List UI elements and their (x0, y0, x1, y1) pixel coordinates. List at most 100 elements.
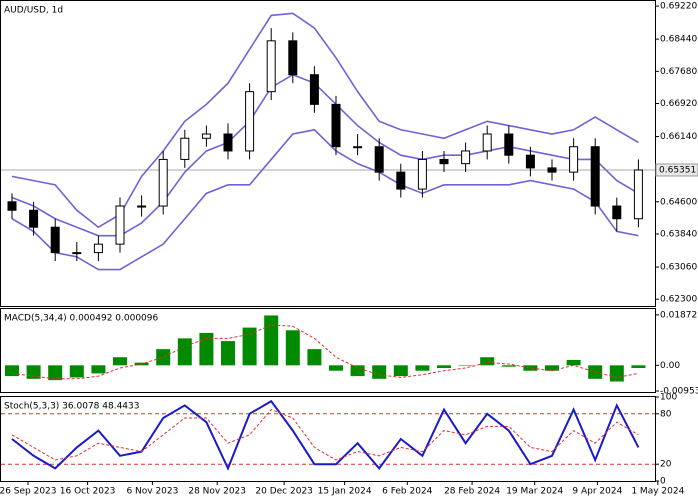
y-tick-label: 0.00 (660, 361, 680, 371)
candle-body (331, 103, 341, 148)
candle-body (288, 40, 298, 76)
macd-bar (329, 365, 343, 371)
band-line (11, 73, 639, 237)
macd-bar (5, 365, 19, 377)
candle-body (482, 133, 492, 152)
y-tick-label: 0.69220 (660, 2, 697, 12)
y-tick-label: 0 (660, 477, 666, 487)
candle-body (7, 201, 17, 211)
x-tick-label: 28 Feb 2024 (444, 487, 500, 497)
macd-bar (221, 341, 235, 366)
macd-bar (69, 365, 84, 378)
y-tick-label: 100 (660, 393, 677, 403)
candle-body (525, 154, 535, 169)
macd-bar (566, 359, 581, 366)
candle-body (72, 252, 82, 255)
candle-body (439, 158, 449, 165)
candle-body (353, 146, 363, 149)
band-line (11, 12, 639, 229)
macd-bar (350, 365, 365, 377)
candle-body (309, 74, 319, 105)
x-tick-label: 15 Jan 2024 (318, 487, 372, 497)
stoch-panel (0, 396, 656, 482)
band-line (11, 128, 639, 271)
y-tick-label: -0.009534 (660, 387, 698, 397)
candle-body (158, 158, 168, 207)
candle-body (93, 243, 103, 254)
macd-bar (264, 315, 279, 366)
macd-panel (0, 308, 656, 393)
x-tick-label: 20 Dec 2023 (255, 487, 313, 497)
macd-bar (545, 365, 559, 371)
macd-bar (199, 332, 214, 366)
macd-bar (91, 365, 106, 374)
macd-bar (480, 357, 495, 366)
macd-bar (609, 365, 624, 382)
y-tick-label: 0.64600 (660, 197, 697, 207)
candle-body (504, 133, 514, 156)
macd-bar (177, 338, 192, 366)
macd-bar (393, 365, 408, 377)
y-tick-label: 0.018725 (660, 310, 698, 320)
x-tick-label: 28 Nov 2023 (188, 487, 246, 497)
macd-bar (285, 330, 300, 366)
candle-body (201, 133, 211, 139)
y-tick-label: 0.63840 (660, 229, 697, 239)
y-tick-label: 0.63060 (660, 263, 697, 273)
indicator-line (11, 409, 639, 461)
y-tick-label: 0.66920 (660, 99, 697, 109)
macd-bar (458, 365, 473, 366)
candle-body (115, 205, 125, 245)
candle-body (137, 205, 147, 208)
last-price-label: 0.65351 (659, 165, 696, 175)
candle-body (569, 146, 579, 173)
x-tick-label: 26 Sep 2023 (0, 487, 57, 497)
candle-body (29, 209, 39, 228)
panel-title: AUD/USD, 1d (4, 6, 63, 16)
x-tick-label: 6 Feb 2024 (382, 487, 433, 497)
price-panel (0, 0, 656, 307)
macd-bar (523, 365, 538, 371)
macd-bar (372, 365, 387, 379)
indicator-line (11, 324, 639, 380)
y-tick-label: 0.68440 (660, 35, 697, 45)
x-tick-label: 19 Mar 2024 (506, 487, 563, 497)
y-tick-label: 80 (660, 409, 672, 419)
y-tick-label: 20 (660, 460, 672, 470)
candle-body (180, 137, 190, 160)
macd-bar (26, 365, 41, 379)
macd-bar (307, 349, 322, 366)
macd-bar (242, 327, 257, 366)
macd-bar (501, 365, 516, 367)
candle-body (266, 40, 276, 93)
y-tick-label: 0.66140 (660, 132, 697, 142)
macd-bar (415, 365, 430, 371)
candle-body (461, 150, 471, 165)
candle-body (547, 167, 557, 173)
candle-body (612, 205, 622, 220)
macd-bar (156, 349, 171, 366)
macd-bar (113, 357, 127, 366)
x-tick-label: 1 May 2024 (631, 487, 684, 497)
candle-body (374, 146, 384, 173)
x-tick-label: 6 Nov 2023 (126, 487, 178, 497)
indicator-line (11, 399, 640, 471)
y-tick-label: 0.67680 (660, 67, 697, 77)
x-tick-label: 16 Oct 2023 (60, 487, 116, 497)
candle-body (417, 158, 427, 190)
candle-body (245, 91, 255, 152)
y-tick-label: 0.62300 (660, 295, 697, 305)
panel-title: MACD(5,34,4) 0.000492 0.000096 (4, 314, 159, 324)
panel-title: Stoch(5,3,3) 36.0078 48.4433 (4, 402, 139, 412)
candle-body (590, 146, 600, 207)
candle-body (223, 133, 233, 152)
last-price-box (655, 163, 698, 177)
candle-body (50, 226, 60, 254)
x-tick-label: 9 Apr 2024 (572, 487, 622, 497)
macd-bar (437, 365, 451, 369)
candle-body (633, 169, 643, 220)
macd-bar (631, 365, 646, 369)
candle-body (396, 171, 406, 190)
